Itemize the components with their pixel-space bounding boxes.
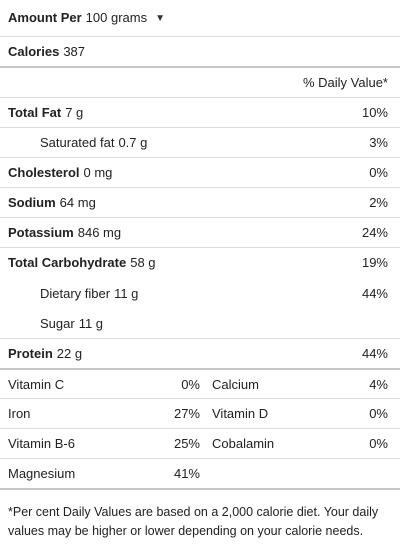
nutrient-amount: 7 g (65, 105, 84, 120)
vitamin-percent: 0% (181, 376, 200, 392)
chevron-down-icon[interactable]: ▼ (155, 12, 165, 24)
vitamin-row: Magnesium 41% (0, 458, 400, 488)
vitamin-name: Magnesium (8, 466, 76, 481)
daily-value-header-row: % Daily Value* (0, 66, 400, 96)
vitamin-percent: 0% (369, 436, 388, 451)
vitamin-percent: 4% (369, 376, 388, 392)
nutrient-amount: 11 g (78, 315, 104, 331)
nutrient-row-total-carbohydrate: Total Carbohydrate 58 g 19% (0, 247, 400, 277)
vitamin-name: Iron (8, 406, 31, 421)
nutrient-amount: 58 g (130, 255, 156, 270)
vitamin-name: Cobalamin (212, 436, 275, 451)
nutrient-percent: 10% (361, 105, 388, 120)
nutrient-label: Total Carbohydrate (8, 255, 127, 270)
nutrient-percent: 2% (369, 195, 388, 210)
calories-row: Calories 387 (0, 36, 400, 66)
nutrient-label: Cholesterol (8, 165, 80, 180)
vitamin-name: Calcium (212, 376, 259, 392)
vitamin-percent: 0% (369, 406, 388, 421)
nutrient-percent: 24% (361, 225, 388, 240)
nutrient-row-sugar: Sugar 11 g (0, 308, 400, 338)
nutrient-row-sodium: Sodium 64 mg 2% (0, 187, 400, 217)
nutrient-amount: 22 g (56, 346, 83, 361)
nutrient-label: Protein (8, 346, 53, 361)
nutrient-percent: 44% (361, 346, 388, 361)
nutrient-amount: 0 mg (83, 165, 113, 180)
vitamin-percent: 25% (173, 436, 200, 451)
vitamin-row: Vitamin C 0% Calcium 4% (0, 368, 400, 398)
nutrient-amount: 0.7 g (118, 135, 148, 150)
nutrient-row-potassium: Potassium 846 mg 24% (0, 217, 400, 247)
nutrient-label: Dietary fiber (40, 285, 111, 301)
vitamin-row: Vitamin B-6 25% Cobalamin 0% (0, 428, 400, 458)
nutrient-percent: 0% (369, 165, 388, 180)
nutrient-row-cholesterol: Cholesterol 0 mg 0% (0, 157, 400, 187)
vitamin-name: Vitamin B-6 (8, 436, 75, 451)
amount-per-label: Amount Per (8, 9, 82, 25)
nutrient-percent: 3% (369, 135, 388, 150)
nutrient-label: Potassium (8, 225, 74, 240)
nutrient-row-saturated-fat: Saturated fat 0.7 g 3% (0, 127, 400, 157)
vitamin-name: Vitamin D (212, 406, 269, 421)
nutrient-percent: 19% (361, 255, 388, 270)
daily-value-footnote: *Per cent Daily Values are based on a 2,… (0, 488, 400, 549)
nutrient-label: Sodium (8, 195, 56, 210)
nutrient-row-protein: Protein 22 g 44% (0, 338, 400, 368)
serving-size-dropdown[interactable]: 100 grams ▼ (86, 10, 165, 25)
nutrient-row-dietary-fiber: Dietary fiber 11 g 44% (0, 278, 400, 308)
calories-value: 387 (63, 44, 86, 59)
nutrient-amount: 11 g (114, 285, 139, 301)
vitamin-row: Iron 27% Vitamin D 0% (0, 398, 400, 428)
nutrient-percent: 44% (361, 285, 388, 301)
vitamin-name: Vitamin C (8, 376, 65, 392)
calories-label: Calories (8, 44, 60, 59)
amount-per-row: Amount Per 100 grams ▼ (0, 2, 400, 32)
vitamin-percent: 41% (173, 466, 200, 481)
serving-size-value: 100 grams (85, 9, 148, 25)
nutrient-label: Sugar (40, 315, 75, 331)
nutrient-row-total-fat: Total Fat 7 g 10% (0, 97, 400, 127)
daily-value-header: % Daily Value* (302, 74, 388, 90)
vitamin-percent: 27% (173, 406, 200, 421)
nutrient-label: Total Fat (8, 105, 62, 120)
nutrient-amount: 64 mg (59, 195, 96, 210)
nutrient-label: Saturated fat (40, 135, 115, 150)
nutrient-amount: 846 mg (77, 225, 122, 240)
